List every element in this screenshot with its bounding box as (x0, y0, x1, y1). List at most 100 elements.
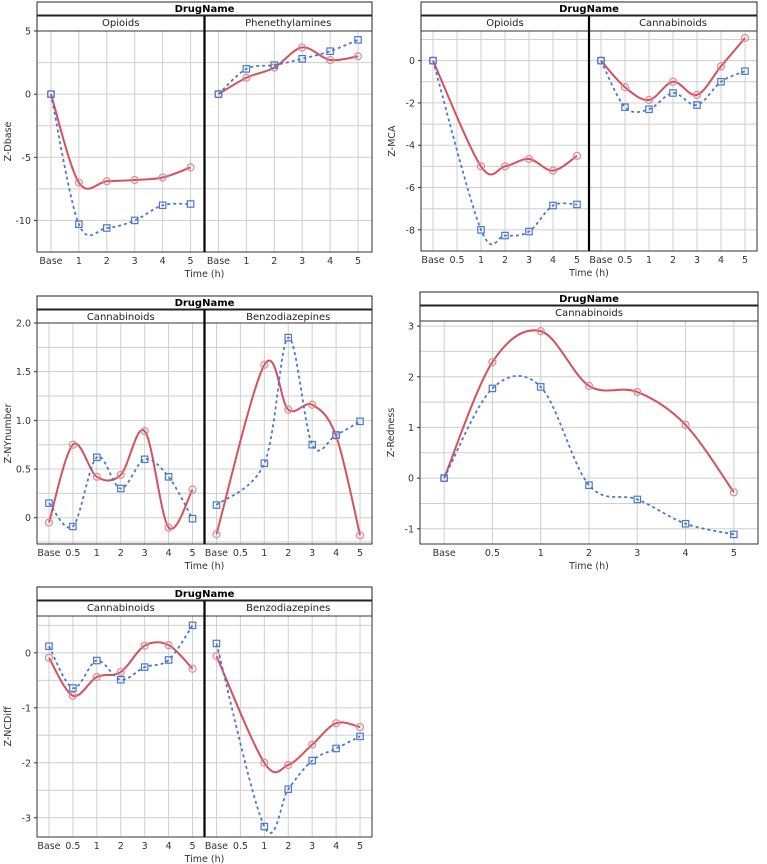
data-point-square (212, 639, 221, 648)
data-point-circle (44, 518, 54, 527)
facet-label: Phenethylamines (245, 18, 331, 29)
data-point-square (621, 103, 629, 111)
y-tick-label: 0.5 (16, 465, 31, 476)
data-point-square (597, 56, 605, 65)
x-tick-label: Base (421, 255, 444, 266)
y-tick-label: 1.0 (16, 416, 31, 427)
data-point-square (332, 431, 340, 439)
x-tick-label: Base (589, 255, 612, 266)
series-line-red (432, 60, 578, 176)
x-tick-label: Base (207, 256, 230, 267)
data-point-circle (716, 62, 726, 71)
x-tick-label: 5 (188, 256, 194, 267)
x-tick-label: 5 (357, 841, 363, 852)
data-point-circle (584, 381, 594, 390)
header-title: DrugName (175, 4, 235, 15)
x-tick-label: Base (205, 841, 228, 852)
data-point-circle (548, 166, 558, 175)
y-tick-label: 5 (25, 27, 31, 38)
x-tick-label: 4 (333, 841, 339, 852)
x-tick-label: 1 (94, 548, 100, 559)
facet-label: Benzodiazepines (246, 603, 330, 614)
data-point-circle (164, 523, 173, 532)
data-point-square (645, 105, 653, 114)
x-tick-label: 5 (574, 255, 580, 266)
data-point-square (69, 522, 77, 531)
x-tick-label: 5 (190, 548, 196, 559)
data-point-square (525, 227, 533, 236)
data-point-circle (92, 672, 101, 682)
y-axis-title: Z-Dbase (3, 121, 14, 161)
header-title: DrugName (559, 4, 619, 15)
x-tick-label: 1 (261, 548, 267, 559)
x-tick-label: 0.5 (233, 548, 248, 559)
header-box (36, 586, 373, 601)
header-title: DrugName (559, 294, 619, 305)
series-line-red (50, 93, 191, 190)
data-point-square (75, 220, 83, 229)
data-point-circle (308, 400, 317, 409)
x-axis-title: Time (h) (184, 854, 225, 864)
series-line-red (217, 46, 359, 96)
data-point-square (549, 201, 557, 210)
data-point-square (45, 642, 53, 651)
x-tick-label: 0.5 (65, 841, 80, 852)
y-tick-label: -8 (406, 225, 415, 236)
data-point-square (130, 216, 139, 225)
data-point-square (270, 61, 279, 69)
data-point-square (140, 663, 149, 671)
data-point-circle (500, 162, 510, 171)
data-point-circle (284, 405, 293, 414)
data-point-square (188, 621, 197, 630)
facet-label: Cannabinoids (555, 308, 623, 319)
facet-label: Opioids (102, 18, 139, 29)
y-tick-label: -1 (22, 703, 31, 714)
y-axis-title: Z-NYnumber (3, 404, 14, 464)
x-tick-label: 1 (646, 255, 652, 266)
data-point-circle (692, 90, 702, 99)
y-tick-label: 1.5 (16, 367, 31, 378)
data-point-square (188, 514, 197, 523)
header-title: DrugName (175, 589, 235, 600)
y-tick-label: 2 (408, 372, 414, 383)
panel-cannabinoids: Cannabinoids Base 0.5 1 2 3 4 5 (419, 305, 759, 559)
series-line-blue (443, 374, 735, 536)
panel-frame (36, 30, 205, 253)
facet-label: Cannabinoids (87, 312, 155, 323)
data-point-circle (242, 73, 251, 82)
x-tick-label: 2 (118, 841, 124, 852)
x-tick-label: 3 (309, 841, 315, 852)
x-axis-title: Time (h) (568, 268, 609, 279)
data-point-square (354, 36, 362, 44)
data-point-square (102, 224, 111, 232)
series-line-blue (600, 60, 746, 114)
data-point-square (45, 499, 53, 507)
x-axis-title: Time (h) (184, 269, 225, 280)
x-tick-label: 4 (160, 256, 166, 267)
chart-z-dbase: DrugName Opioids Base 1 2 3 4 5 Phenethylamines B… (3, 1, 373, 280)
data-point-circle (102, 177, 111, 186)
y-axis-title: Z-Redness (386, 408, 397, 458)
data-point-square (116, 675, 125, 684)
data-point-square (536, 383, 545, 391)
series-line-blue (215, 643, 361, 834)
data-point-circle (68, 691, 77, 700)
data-point-circle (284, 760, 293, 770)
data-point-circle (572, 151, 582, 160)
data-point-circle (260, 360, 269, 369)
chart-z-mca: DrugName Opioids Base 0.5 1 2 3 4 5 Cannabinoids B… (387, 1, 758, 279)
x-tick-label: 3 (309, 548, 315, 559)
x-tick-label: 1 (538, 548, 544, 559)
data-point-circle (186, 163, 195, 172)
x-tick-label: 0.5 (65, 548, 80, 559)
x-tick-label: 1 (76, 256, 82, 267)
x-tick-label: Base (37, 548, 60, 559)
data-point-square (308, 440, 316, 449)
data-point-circle (668, 77, 678, 86)
y-tick-label: -2 (406, 98, 415, 109)
panel-frame (419, 320, 759, 545)
series-line-blue (48, 455, 194, 529)
data-point-circle (620, 83, 630, 92)
data-point-square (717, 77, 725, 86)
data-point-circle (188, 485, 197, 494)
